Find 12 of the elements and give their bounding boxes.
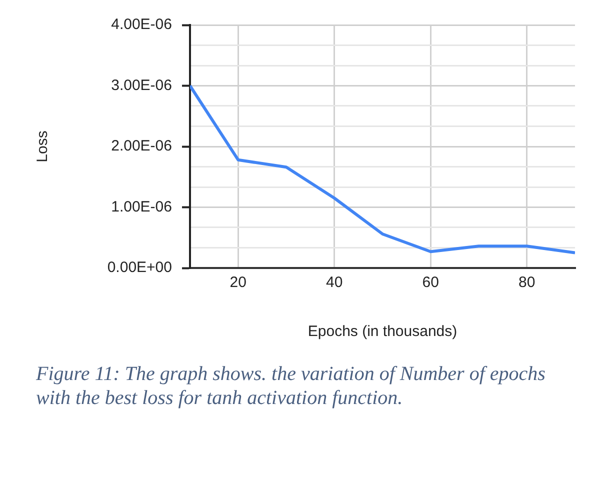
y-axis-title: Loss	[34, 130, 52, 162]
x-tick-label: 20	[230, 274, 246, 292]
y-tick-label: 1.00E-06	[111, 198, 172, 216]
y-tick-label: 0.00E+00	[107, 259, 172, 276]
y-tick-label: 2.00E-06	[111, 138, 172, 155]
caption: Figure 11: The graph shows. the variation of Number of epochs with the best loss for tanh activation function.	[36, 362, 546, 410]
x-tick-label: 60	[422, 274, 439, 292]
x-axis-title: Epochs (in thousands)	[308, 323, 458, 340]
x-tick-label: 80	[518, 274, 536, 292]
y-tick-label: 4.00E-06	[111, 16, 172, 34]
x-tick-label: 40	[326, 274, 343, 292]
y-tick-label: 3.00E-06	[111, 76, 172, 94]
